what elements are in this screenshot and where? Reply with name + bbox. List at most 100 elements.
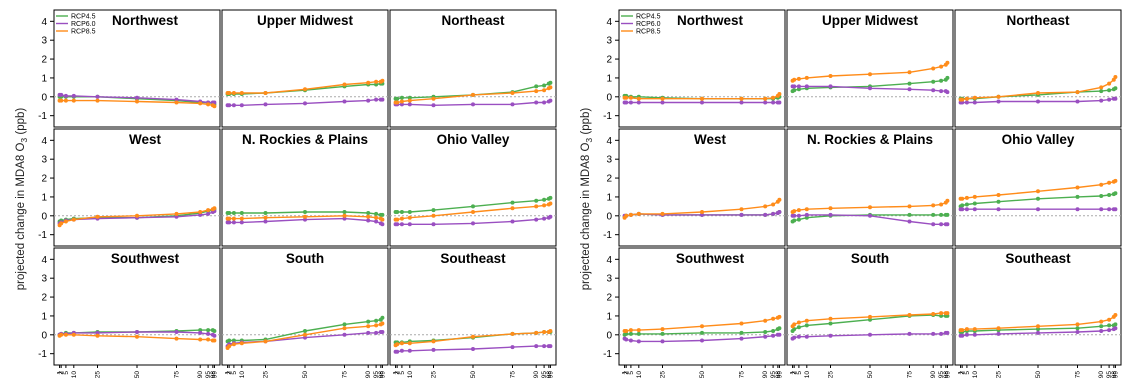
- data-point-rcp85: [534, 204, 539, 209]
- data-point-rcp45: [972, 201, 977, 206]
- data-point-rcp85: [1107, 81, 1112, 86]
- x-tick-label: 75: [907, 371, 914, 379]
- x-tick-label: 75: [342, 371, 349, 379]
- x-tick-label: 10: [407, 371, 414, 379]
- data-point-rcp60: [71, 93, 76, 98]
- data-point-rcp60: [792, 84, 797, 89]
- data-point-rcp85: [542, 330, 547, 334]
- data-point-rcp60: [431, 347, 436, 352]
- data-point-rcp60: [206, 331, 211, 336]
- data-point-rcp60: [510, 102, 515, 107]
- data-point-rcp45: [510, 200, 515, 205]
- data-point-rcp85: [227, 344, 232, 349]
- data-point-rcp60: [828, 333, 833, 338]
- data-point-rcp85: [227, 91, 232, 95]
- data-point-rcp60: [771, 333, 776, 338]
- x-tick-label: 2: [226, 371, 233, 375]
- data-point-rcp85: [907, 204, 912, 209]
- data-point-rcp85: [1036, 91, 1040, 95]
- data-point-rcp45: [1099, 194, 1104, 198]
- data-point-rcp45: [931, 212, 936, 217]
- data-point-rcp60: [342, 332, 347, 337]
- data-point-rcp85: [374, 79, 379, 84]
- data-point-rcp85: [945, 311, 950, 316]
- data-point-rcp60: [206, 211, 211, 216]
- data-point-rcp60: [1099, 98, 1104, 103]
- x-tick-label: 25: [996, 371, 1003, 379]
- panel-west: -1 0 1 2 3 4 West: [38, 128, 221, 247]
- data-point-rcp45: [342, 322, 347, 327]
- data-point-rcp85: [407, 215, 412, 220]
- data-point-rcp45: [907, 81, 912, 86]
- data-point-rcp85: [931, 66, 936, 71]
- data-point-rcp85: [996, 193, 1001, 197]
- data-point-rcp60: [548, 214, 553, 219]
- data-point-rcp45: [366, 319, 371, 324]
- panel-title: South: [286, 251, 324, 266]
- data-point-rcp85: [996, 94, 1001, 99]
- data-point-rcp45: [868, 317, 872, 322]
- data-point-rcp60: [198, 212, 203, 217]
- x-tick-label: 75: [510, 371, 517, 379]
- data-point-rcp85: [804, 318, 809, 323]
- data-point-rcp85: [868, 314, 872, 319]
- data-point-rcp60: [1036, 330, 1040, 335]
- x-tick-label: 10: [972, 371, 979, 379]
- x-tick-label: 10: [636, 371, 643, 379]
- data-point-rcp85: [771, 95, 776, 100]
- data-point-rcp85: [828, 74, 833, 78]
- x-tick-label: 5: [796, 371, 803, 375]
- data-point-rcp45: [1113, 86, 1118, 91]
- x-tick-label: 90: [930, 371, 937, 379]
- data-point-rcp60: [792, 335, 797, 340]
- legend-label: RCP4.5: [71, 14, 96, 21]
- data-point-rcp85: [548, 85, 553, 90]
- panel-upper-midwest: Upper Midwest: [786, 9, 954, 128]
- data-point-rcp45: [1036, 196, 1040, 201]
- y-tick-label: 1: [41, 73, 47, 84]
- data-point-rcp60: [542, 100, 547, 105]
- data-point-rcp85: [227, 216, 232, 221]
- data-point-rcp45: [227, 338, 232, 343]
- data-point-rcp60: [960, 333, 965, 338]
- data-point-rcp85: [431, 213, 436, 218]
- data-point-rcp60: [1107, 328, 1112, 333]
- data-point-rcp45: [374, 318, 379, 323]
- data-point-rcp85: [263, 215, 268, 220]
- data-point-rcp85: [510, 91, 515, 95]
- chart-1: projected change in MDA8 O3 (ppb) -101234…: [15, 9, 557, 379]
- data-point-rcp85: [135, 99, 139, 104]
- x-tick-label: 50: [470, 371, 477, 379]
- x-tick-label: 90: [365, 371, 372, 379]
- data-point-rcp60: [1036, 207, 1040, 212]
- panel-title: West: [129, 132, 162, 147]
- data-point-rcp60: [960, 207, 965, 212]
- y-tick-label: 2: [606, 174, 612, 185]
- data-point-rcp85: [804, 207, 809, 212]
- data-point-rcp60: [796, 84, 801, 89]
- data-point-rcp60: [174, 214, 179, 219]
- data-point-rcp45: [996, 199, 1001, 204]
- data-point-rcp45: [542, 83, 547, 88]
- data-point-rcp45: [1107, 193, 1112, 197]
- data-point-rcp45: [303, 210, 307, 214]
- data-point-rcp60: [395, 222, 400, 227]
- data-point-rcp45: [231, 338, 236, 343]
- data-point-rcp60: [374, 97, 379, 102]
- data-point-rcp45: [374, 211, 379, 216]
- data-point-rcp85: [660, 327, 665, 332]
- data-point-rcp85: [303, 332, 307, 337]
- data-point-rcp85: [931, 203, 936, 208]
- data-point-rcp85: [828, 316, 833, 321]
- data-point-rcp85: [239, 216, 244, 221]
- data-point-rcp85: [174, 211, 179, 216]
- y-tick-label: 2: [41, 55, 47, 66]
- data-point-rcp60: [95, 94, 100, 99]
- y-tick-label: 1: [41, 192, 47, 203]
- y-tick-label: 0: [41, 92, 47, 103]
- data-point-rcp85: [804, 75, 809, 80]
- data-point-rcp60: [868, 213, 872, 218]
- panel-frame: [53, 128, 221, 247]
